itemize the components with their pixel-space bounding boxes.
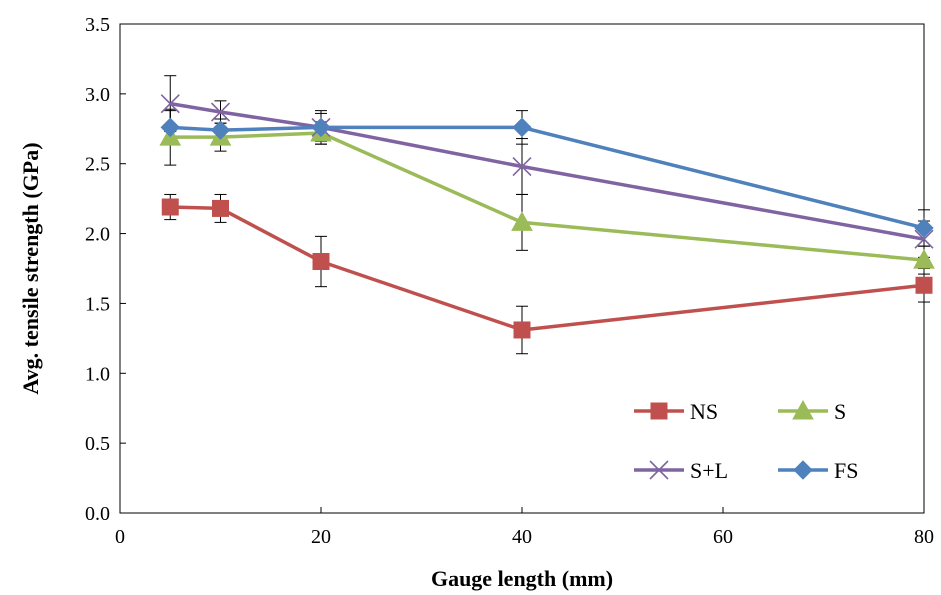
x-tick-label: 20: [311, 526, 331, 548]
legend-label: FS: [834, 458, 858, 483]
data-point-s-l: [160, 94, 180, 114]
x-axis-title: Gauge length (mm): [431, 566, 613, 591]
plot-area: [119, 23, 925, 514]
series-line-s-l: [169, 101, 925, 241]
legend-label: S: [834, 399, 846, 424]
x-tick-label: 80: [914, 526, 934, 548]
legend-item-fs: FS: [778, 458, 858, 483]
data-point-s-l: [210, 102, 231, 122]
data-point-fs: [914, 218, 934, 238]
y-tick-label: 2.5: [85, 154, 110, 176]
y-tick-label: 0.5: [85, 433, 110, 455]
data-point-s: [913, 249, 935, 269]
x-tick-label: 40: [512, 526, 532, 548]
legend-item-ns: NS: [634, 399, 718, 424]
y-tick-label: 1.0: [85, 363, 110, 385]
data-point-s-l: [512, 156, 532, 177]
data-point-ns: [212, 199, 229, 217]
y-tick-label: 0.0: [85, 503, 110, 525]
data-point-s-l: [914, 229, 934, 249]
legend-item-s-l: S+L: [634, 458, 728, 483]
data-point-fs: [160, 117, 180, 138]
x-tick-label: 60: [713, 526, 733, 548]
legend-label: S+L: [690, 458, 728, 483]
data-point-ns: [513, 321, 531, 339]
data-point-fs: [210, 120, 231, 140]
legend-marker: [793, 460, 813, 480]
y-axis-title: Avg. tensile strength (GPa): [18, 142, 43, 394]
x-tick-label: 0: [115, 526, 125, 548]
series-line-fs: [170, 125, 925, 230]
y-tick-label: 3.5: [85, 14, 110, 36]
legend-item-s: S: [778, 399, 846, 424]
data-point-s: [511, 211, 533, 231]
data-point-ns: [915, 276, 933, 294]
legend-marker: [650, 402, 668, 420]
legend-label: NS: [690, 399, 718, 424]
y-tick-label: 1.5: [85, 293, 110, 315]
legend-marker: [792, 399, 814, 420]
y-tick-label: 2.0: [85, 224, 110, 246]
y-tick-label: 3.0: [85, 84, 110, 106]
data-point-ns: [312, 253, 330, 271]
data-point-fs: [311, 117, 331, 138]
legend-marker: [649, 460, 669, 480]
data-point-ns: [161, 198, 179, 216]
data-point-fs: [512, 117, 532, 138]
